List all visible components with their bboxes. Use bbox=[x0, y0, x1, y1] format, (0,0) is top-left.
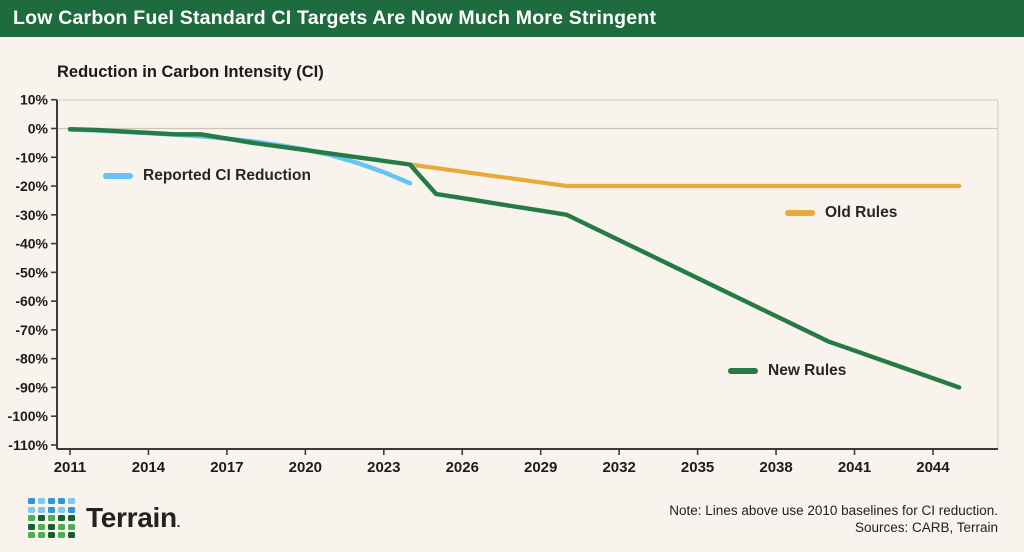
header-bar: Low Carbon Fuel Standard CI Targets Are … bbox=[0, 0, 1024, 37]
legend-old-rules-label: Old Rules bbox=[825, 204, 898, 221]
svg-text:-60%: -60% bbox=[15, 293, 48, 309]
terrain-logo-dot: . bbox=[176, 515, 181, 530]
svg-text:-40%: -40% bbox=[15, 236, 48, 252]
svg-text:2029: 2029 bbox=[524, 459, 557, 476]
svg-text:-70%: -70% bbox=[15, 322, 48, 338]
terrain-logo-grid-icon bbox=[28, 498, 75, 538]
svg-text:2014: 2014 bbox=[132, 459, 166, 476]
svg-text:2044: 2044 bbox=[916, 459, 950, 476]
svg-text:2041: 2041 bbox=[838, 459, 871, 476]
new-rules-line-swatch bbox=[728, 368, 758, 374]
svg-text:2017: 2017 bbox=[210, 459, 243, 476]
svg-text:-110%: -110% bbox=[8, 437, 48, 453]
reported-line-swatch bbox=[103, 173, 133, 179]
footer: Terrain. Note: Lines above use 2010 base… bbox=[0, 495, 1024, 552]
svg-text:2035: 2035 bbox=[681, 459, 714, 476]
svg-text:2038: 2038 bbox=[759, 459, 792, 476]
line-chart: 10% 0% -10% -20% -30% -40% -50% -60% -70% -80% -90… bbox=[8, 92, 999, 476]
svg-text:-80%: -80% bbox=[15, 351, 48, 367]
note-line-2: Sources: CARB, Terrain bbox=[854, 520, 998, 536]
svg-text:-90%: -90% bbox=[15, 379, 48, 395]
source-note: Note: Lines above use 2010 baselines for… bbox=[669, 498, 998, 537]
legend-old-rules: Old Rules bbox=[785, 203, 897, 223]
svg-text:-30%: -30% bbox=[15, 207, 48, 223]
terrain-logo-text: Terrain bbox=[86, 502, 177, 533]
svg-text:10%: 10% bbox=[20, 92, 49, 108]
chart-area: Reduction in Carbon Intensity (CI) 10% 0%… bbox=[0, 60, 1024, 505]
legend-reported-ci: Reported CI Reduction bbox=[103, 166, 311, 186]
svg-text:2026: 2026 bbox=[446, 459, 479, 476]
svg-text:2023: 2023 bbox=[367, 459, 400, 476]
legend-new-rules-label: New Rules bbox=[768, 362, 847, 379]
terrain-logo: Terrain. bbox=[28, 498, 180, 538]
svg-text:-100%: -100% bbox=[8, 408, 49, 424]
note-line-1: Note: Lines above use 2010 baselines for… bbox=[669, 503, 998, 518]
svg-text:2020: 2020 bbox=[289, 459, 322, 476]
legend-new-rules: New Rules bbox=[728, 361, 846, 381]
legend-reported-label: Reported CI Reduction bbox=[143, 167, 311, 184]
old-rules-line-swatch bbox=[785, 210, 815, 216]
svg-text:2011: 2011 bbox=[54, 459, 87, 476]
page-title: Low Carbon Fuel Standard CI Targets Are … bbox=[13, 7, 657, 29]
svg-text:-10%: -10% bbox=[15, 149, 48, 165]
svg-text:2032: 2032 bbox=[602, 459, 635, 476]
svg-text:0%: 0% bbox=[28, 121, 49, 137]
terrain-logo-wordmark: Terrain. bbox=[86, 502, 180, 534]
chart-title: Reduction in Carbon Intensity (CI) bbox=[57, 63, 324, 81]
svg-text:-50%: -50% bbox=[15, 264, 48, 280]
svg-text:-20%: -20% bbox=[15, 178, 48, 194]
